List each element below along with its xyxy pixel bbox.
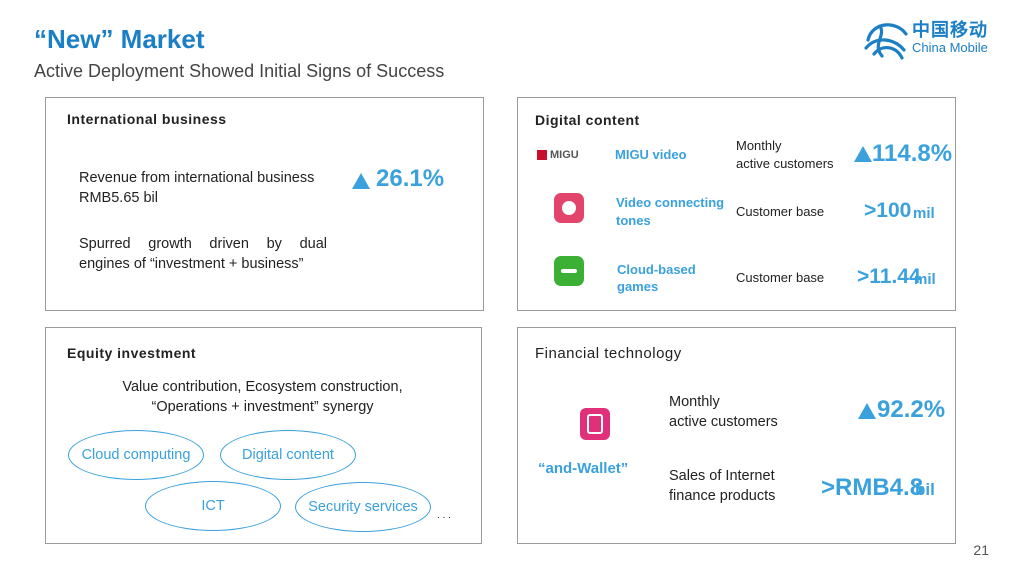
spurred-line-1: Spurred growth driven by dual	[79, 236, 327, 252]
revenue-line-2: RMB5.65 bil	[79, 190, 158, 206]
migu-video-metric-line-1: Monthly	[736, 138, 782, 153]
migu-video-name: MIGU video	[615, 147, 687, 162]
cloud-games-app-icon	[554, 256, 584, 286]
cloud-games-metric: Customer base	[736, 270, 825, 285]
fintech-metric1-value: 92.2%	[877, 396, 946, 423]
migu-video-metric-line-2: active customers	[736, 156, 834, 171]
page-title: “New” Market	[34, 24, 205, 54]
fintech-metric2-unit: bil	[915, 480, 935, 499]
video-tones-name-line-2: tones	[616, 213, 651, 228]
video-tones-app-icon	[554, 193, 584, 223]
digital-content-title: Digital content	[535, 112, 640, 128]
financial-technology-title: Financial technology	[535, 345, 682, 362]
migu-logo-text: MIGU	[550, 149, 579, 161]
revenue-line-1: Revenue from international business	[79, 170, 315, 186]
fintech-metric1-line-2: active customers	[669, 414, 778, 430]
video-tones-unit: mil	[913, 205, 935, 222]
equity-desc-line-2: “Operations + investment” synergy	[151, 399, 374, 415]
page-number: 21	[973, 542, 989, 558]
china-mobile-logo-icon	[864, 23, 908, 60]
fintech-metric2-value: >RMB4.8	[821, 474, 924, 501]
video-tones-value: >100	[864, 199, 912, 222]
video-tones-metric: Customer base	[736, 204, 825, 219]
fintech-metric1-line-1: Monthly	[669, 394, 720, 410]
and-wallet-label: “and-Wallet”	[538, 460, 629, 477]
international-business-panel	[45, 97, 484, 311]
video-tones-name-line-1: Video connecting	[616, 195, 725, 210]
tag-security-services: Security services	[295, 482, 431, 532]
page-subtitle: Active Deployment Showed Initial Signs o…	[34, 61, 445, 81]
tags-ellipsis: . . .	[437, 510, 451, 521]
digital-content-panel	[517, 97, 956, 311]
cloud-games-unit: mil	[914, 271, 936, 288]
international-growth-value: 26.1%	[376, 165, 445, 192]
equity-desc-line-1: Value contribution, Ecosystem constructi…	[122, 379, 403, 395]
fintech-metric2-line-1: Sales of Internet	[669, 468, 775, 484]
and-wallet-app-icon	[580, 408, 610, 440]
logo-english-text: China Mobile	[912, 40, 988, 55]
logo-chinese-text: 中国移动	[912, 20, 988, 40]
tag-digital-content: Digital content	[220, 430, 356, 480]
cloud-games-name-line-1: Cloud-based	[617, 262, 696, 277]
migu-video-value: 114.8%	[872, 140, 953, 167]
equity-investment-title: Equity investment	[67, 345, 197, 361]
fintech-metric2-line-2: finance products	[669, 488, 776, 504]
cloud-games-name-line-2: games	[617, 279, 659, 294]
tag-ict: ICT	[145, 481, 281, 531]
up-triangle-icon	[854, 146, 872, 162]
spurred-line-2: engines of “investment + business”	[79, 256, 304, 272]
migu-logo-icon: MIGU	[537, 147, 593, 163]
up-triangle-icon	[858, 403, 876, 419]
up-triangle-icon	[352, 173, 370, 189]
international-business-title: International business	[67, 111, 227, 127]
tag-cloud-computing: Cloud computing	[68, 430, 204, 480]
cloud-games-value: >11.44	[857, 265, 921, 288]
